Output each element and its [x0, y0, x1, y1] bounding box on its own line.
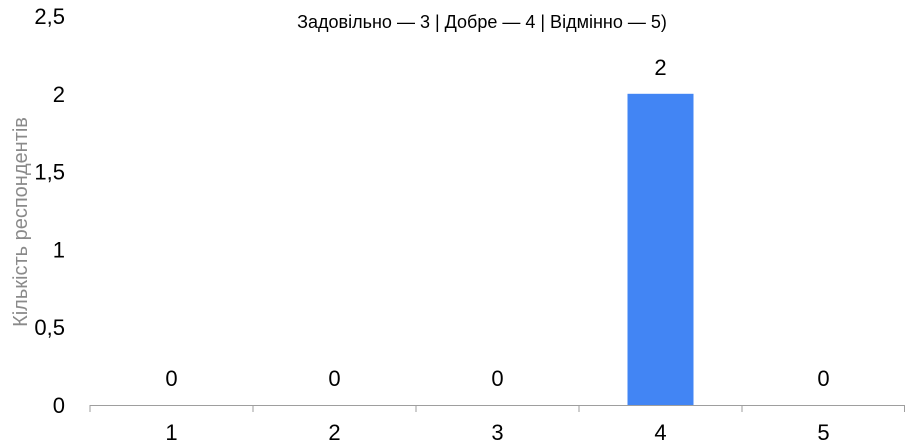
x-tick-label: 5 — [817, 420, 829, 445]
bar — [627, 93, 694, 406]
y-axis-title: Кількість респондентів — [10, 117, 32, 327]
data-label: 0 — [817, 366, 829, 391]
chart-title: Задовільно — 3 | Добре — 4 | Відмінно — … — [297, 12, 667, 32]
data-label: 0 — [491, 366, 503, 391]
y-tick-label: 2 — [53, 82, 65, 107]
x-tick-label: 1 — [165, 420, 177, 445]
x-tick-label: 3 — [491, 420, 503, 445]
x-tick-label: 4 — [654, 420, 666, 445]
data-label: 0 — [328, 366, 340, 391]
y-tick-label: 1,5 — [34, 160, 65, 185]
bars — [627, 93, 694, 406]
x-tick-label: 2 — [328, 420, 340, 445]
data-label: 2 — [654, 55, 666, 80]
y-axis-ticks: 0 0,5 1 1,5 2 2,5 — [34, 4, 65, 418]
data-labels: 0 0 0 2 0 — [165, 55, 829, 391]
data-label: 0 — [165, 366, 177, 391]
y-tick-label: 2,5 — [34, 4, 65, 29]
y-tick-label: 0 — [53, 393, 65, 418]
y-tick-label: 0,5 — [34, 315, 65, 340]
x-axis-ticks: 1 2 3 4 5 — [89, 405, 905, 445]
y-tick-label: 1 — [53, 237, 65, 262]
